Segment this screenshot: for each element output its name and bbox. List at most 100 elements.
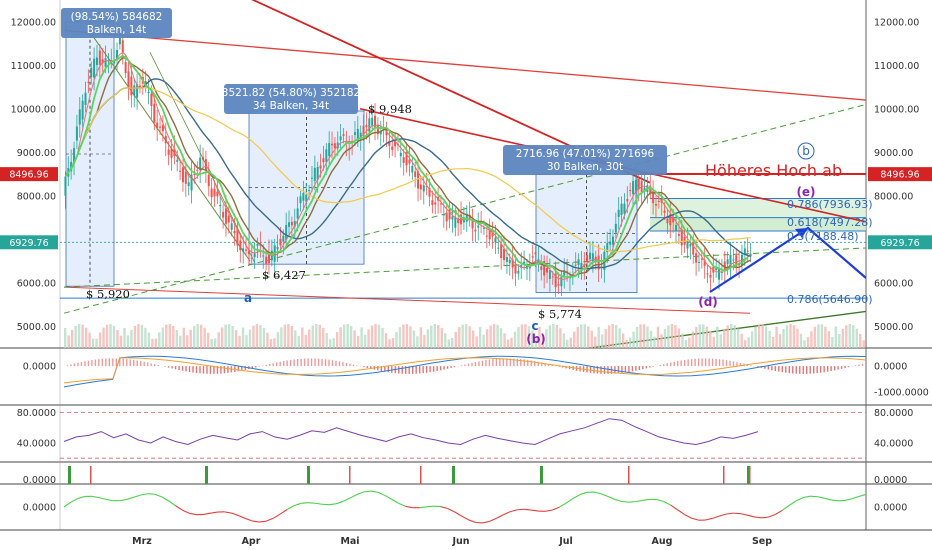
candle-body xyxy=(250,257,253,259)
candle-body xyxy=(609,241,612,245)
volume-bar xyxy=(527,326,531,348)
candle-body xyxy=(159,126,162,128)
candle-body xyxy=(147,91,150,94)
volume-bar xyxy=(137,324,140,348)
volume-bar xyxy=(621,333,625,348)
volume-bar xyxy=(465,324,468,348)
candle-body xyxy=(302,192,305,201)
volume-bar xyxy=(688,337,691,348)
candle-body xyxy=(720,271,723,273)
volume-bar xyxy=(158,332,161,348)
macd-tick-right: 0.0000 xyxy=(874,362,907,373)
osc-segment xyxy=(531,509,539,512)
volume-bar xyxy=(520,324,524,348)
signal-tick-right: 0.0000 xyxy=(874,475,907,486)
candle-body xyxy=(577,259,580,265)
osc-segment xyxy=(510,509,518,513)
candle-body xyxy=(118,37,121,45)
volume-bar xyxy=(280,327,283,348)
ma-mid xyxy=(64,57,751,277)
candle-body xyxy=(540,266,543,270)
volume-bar xyxy=(695,326,698,348)
candle-body xyxy=(548,270,551,279)
current-price-left: 6929.76 xyxy=(9,238,48,249)
osc-tick-left: 0.0000 xyxy=(23,503,56,514)
rsi-line xyxy=(63,418,759,446)
osc-segment xyxy=(161,496,169,502)
candle-body xyxy=(637,178,640,190)
volume-bar xyxy=(684,339,688,348)
volume-bar xyxy=(796,328,799,348)
volume-bar xyxy=(747,337,750,348)
candle-body xyxy=(454,216,457,228)
price-tick-right: 11000.00 xyxy=(874,61,919,72)
candle-body xyxy=(339,136,342,141)
osc-segment xyxy=(77,495,86,499)
osc-segment xyxy=(788,500,797,506)
volume-bar xyxy=(517,327,520,348)
volume-bar xyxy=(119,335,123,348)
measure-label: 3521.82 (54.80%) 352182 xyxy=(222,87,360,99)
candle-body xyxy=(316,166,319,180)
osc-segment xyxy=(272,513,281,519)
candle-body xyxy=(617,209,620,217)
price-panel[interactable] xyxy=(60,0,866,355)
volume-bar xyxy=(625,339,628,348)
trendline xyxy=(63,103,866,314)
price-tick-right: 12000.00 xyxy=(874,17,919,28)
candle-body xyxy=(64,176,67,196)
candle-body xyxy=(746,250,749,252)
osc-segment xyxy=(279,509,288,515)
volume-bar xyxy=(339,327,342,348)
candle-body xyxy=(482,227,485,229)
candle-body xyxy=(439,203,442,205)
volume-bar xyxy=(548,325,552,348)
osc-segment xyxy=(203,512,211,515)
trendline xyxy=(63,29,866,101)
rsi-tick-left: 80.0000 xyxy=(17,408,56,419)
candle-body xyxy=(726,259,729,265)
candle-body xyxy=(276,246,279,250)
candle-body xyxy=(75,126,78,141)
osc-segment xyxy=(551,506,560,511)
candle-body xyxy=(654,203,657,206)
signal-bar xyxy=(420,466,422,484)
price-tick-right: 10000.00 xyxy=(874,104,919,115)
price-tick-left: 9000.00 xyxy=(17,148,56,159)
ma-green xyxy=(64,54,749,278)
volume-bar xyxy=(419,327,423,348)
candle-body xyxy=(328,143,331,157)
volume-bar xyxy=(768,330,771,348)
volume-bar xyxy=(510,337,513,348)
osc-segment xyxy=(524,508,532,511)
volume-bar xyxy=(374,324,377,348)
price-annotation: $ 5,920 xyxy=(86,287,130,301)
volume-bar xyxy=(342,324,346,348)
osc-segment xyxy=(70,497,79,503)
volume-bar xyxy=(433,324,437,348)
volume-bar xyxy=(144,327,147,348)
candle-body xyxy=(657,200,660,202)
candle-body xyxy=(563,270,566,276)
candle-body xyxy=(193,174,196,176)
axes-layer: 5000.005000.006000.006000.007000.007000.… xyxy=(0,17,932,547)
volume-bar xyxy=(736,328,740,348)
volume-bar xyxy=(234,330,238,348)
osc-segment xyxy=(140,493,148,496)
candle-body xyxy=(210,188,213,198)
candle-body xyxy=(663,210,666,213)
osc-segment xyxy=(245,517,253,522)
volume-bar xyxy=(489,325,492,348)
osc-segment xyxy=(154,493,162,498)
candle-body xyxy=(689,244,692,247)
candle-body xyxy=(331,143,334,146)
current-price-left-bg xyxy=(0,235,58,250)
osc-segment xyxy=(405,505,413,509)
candle-body xyxy=(505,257,508,262)
candle-body xyxy=(70,161,73,172)
osc-segment xyxy=(293,502,302,507)
osc-segment xyxy=(691,517,699,521)
osc-segment xyxy=(391,498,400,504)
candle-body xyxy=(161,124,164,132)
volume-bar xyxy=(743,340,747,348)
